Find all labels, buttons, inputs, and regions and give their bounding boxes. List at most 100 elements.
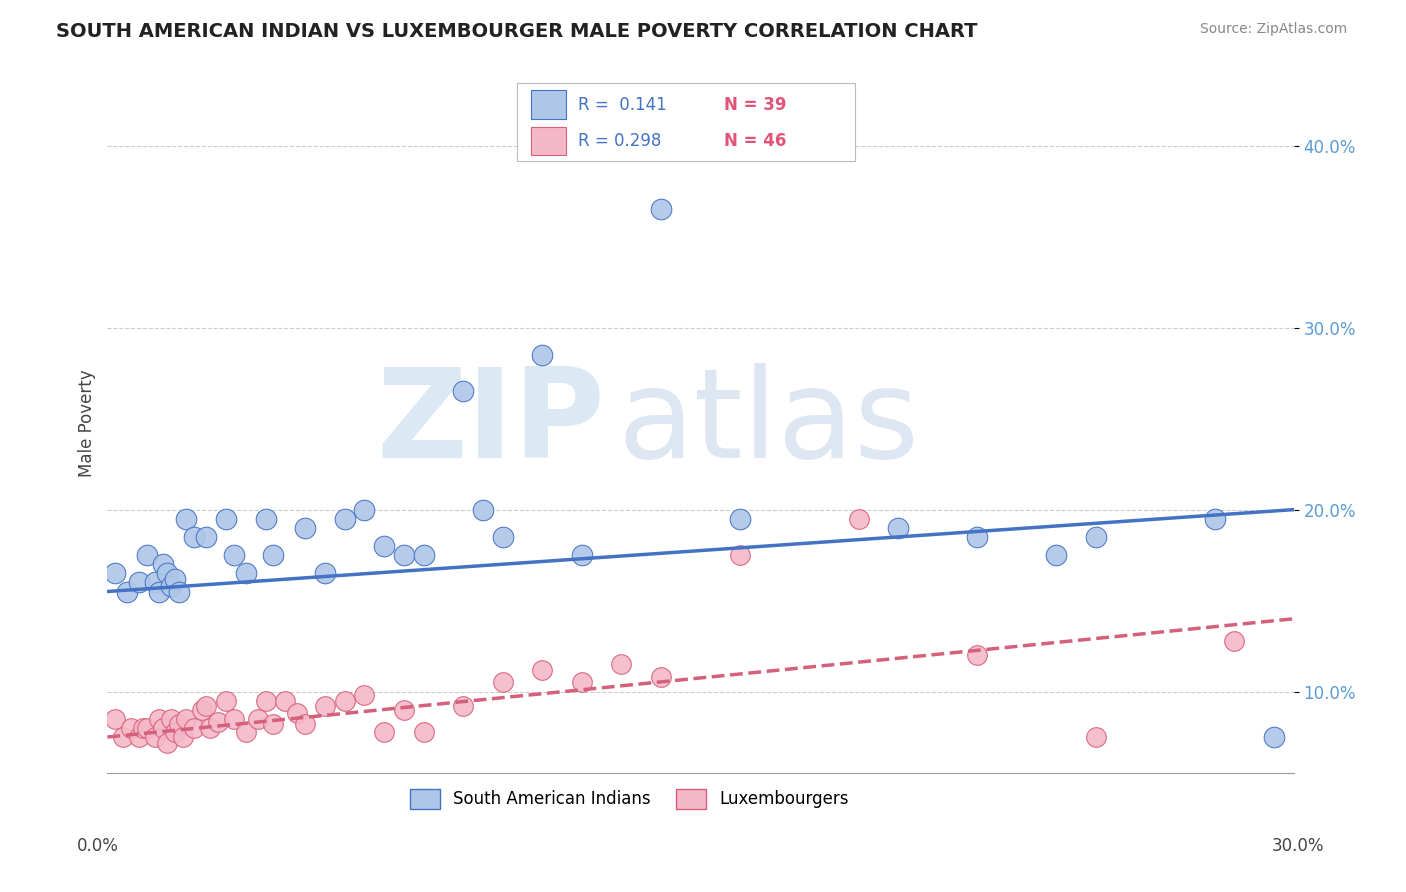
Point	[198, 721, 221, 735]
Point	[1263, 730, 1285, 744]
Point	[262, 717, 284, 731]
Point	[120, 721, 142, 735]
Point	[132, 721, 155, 735]
Text: 30.0%: 30.0%	[1272, 837, 1324, 855]
Point	[650, 202, 672, 217]
Point	[373, 539, 395, 553]
Point	[254, 512, 277, 526]
Text: atlas: atlas	[617, 363, 920, 483]
Point	[728, 512, 751, 526]
Point	[274, 693, 297, 707]
Point	[887, 521, 910, 535]
Point	[294, 717, 316, 731]
Point	[104, 712, 127, 726]
Point	[167, 717, 190, 731]
Point	[650, 670, 672, 684]
Point	[353, 502, 375, 516]
Y-axis label: Male Poverty: Male Poverty	[79, 369, 96, 477]
Point	[135, 721, 157, 735]
Point	[571, 548, 593, 562]
Point	[128, 730, 150, 744]
Point	[314, 566, 336, 581]
Point	[333, 512, 356, 526]
Point	[254, 693, 277, 707]
Point	[1223, 633, 1246, 648]
Text: R = 0.298: R = 0.298	[578, 132, 662, 150]
Point	[392, 703, 415, 717]
Legend: South American Indians, Luxembourgers: South American Indians, Luxembourgers	[404, 782, 855, 815]
Point	[728, 548, 751, 562]
Point	[112, 730, 135, 744]
Point	[159, 579, 181, 593]
Point	[412, 548, 434, 562]
Point	[104, 566, 127, 581]
Point	[1084, 530, 1107, 544]
Point	[610, 657, 633, 672]
Point	[1045, 548, 1067, 562]
Point	[191, 703, 214, 717]
Point	[222, 548, 245, 562]
Point	[152, 558, 174, 572]
Point	[333, 693, 356, 707]
Point	[172, 730, 194, 744]
Point	[156, 735, 179, 749]
Point	[167, 584, 190, 599]
Point	[195, 530, 218, 544]
Point	[115, 584, 138, 599]
Point	[1084, 730, 1107, 744]
Point	[848, 512, 870, 526]
Point	[207, 715, 229, 730]
Point	[163, 724, 186, 739]
Point	[235, 566, 257, 581]
Point	[143, 575, 166, 590]
Point	[412, 724, 434, 739]
Point	[143, 730, 166, 744]
Point	[215, 693, 238, 707]
Text: Source: ZipAtlas.com: Source: ZipAtlas.com	[1199, 22, 1347, 37]
Point	[195, 699, 218, 714]
Point	[163, 572, 186, 586]
Point	[353, 688, 375, 702]
Point	[966, 530, 988, 544]
Point	[451, 384, 474, 399]
Point	[472, 502, 495, 516]
Text: N = 46: N = 46	[724, 132, 786, 150]
Text: N = 39: N = 39	[724, 95, 787, 113]
FancyBboxPatch shape	[531, 90, 567, 119]
Text: SOUTH AMERICAN INDIAN VS LUXEMBOURGER MALE POVERTY CORRELATION CHART: SOUTH AMERICAN INDIAN VS LUXEMBOURGER MA…	[56, 22, 977, 41]
Point	[215, 512, 238, 526]
Point	[531, 348, 554, 362]
Point	[222, 712, 245, 726]
Point	[246, 712, 269, 726]
Point	[135, 548, 157, 562]
Point	[176, 512, 198, 526]
Point	[294, 521, 316, 535]
Point	[183, 530, 205, 544]
Point	[235, 724, 257, 739]
Text: R =  0.141: R = 0.141	[578, 95, 666, 113]
Point	[451, 699, 474, 714]
Point	[1204, 512, 1226, 526]
Point	[156, 566, 179, 581]
Point	[966, 648, 988, 663]
Point	[148, 712, 170, 726]
Text: ZIP: ZIP	[377, 363, 606, 483]
Point	[159, 712, 181, 726]
Point	[176, 712, 198, 726]
Point	[285, 706, 308, 721]
Point	[183, 721, 205, 735]
Point	[314, 699, 336, 714]
Point	[492, 675, 515, 690]
Point	[152, 721, 174, 735]
Point	[128, 575, 150, 590]
Point	[531, 663, 554, 677]
Point	[392, 548, 415, 562]
FancyBboxPatch shape	[531, 127, 567, 155]
Point	[571, 675, 593, 690]
Point	[373, 724, 395, 739]
Point	[492, 530, 515, 544]
Point	[148, 584, 170, 599]
FancyBboxPatch shape	[516, 84, 855, 161]
Point	[262, 548, 284, 562]
Text: 0.0%: 0.0%	[77, 837, 120, 855]
